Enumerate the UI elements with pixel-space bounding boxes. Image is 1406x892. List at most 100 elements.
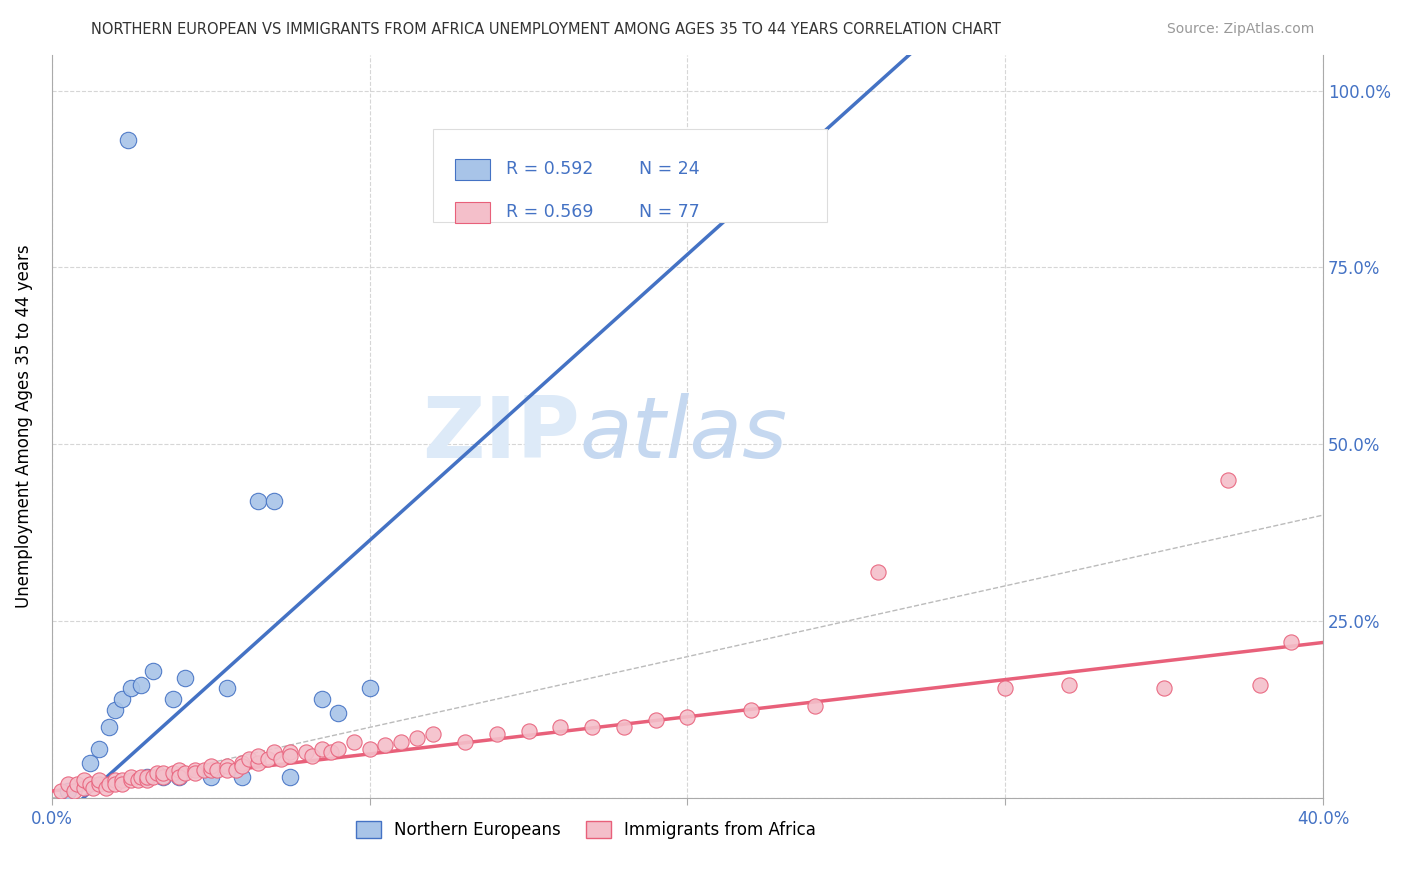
Point [167, 770, 190, 784]
Point [200, 770, 222, 784]
Point [1216, 473, 1239, 487]
Point [517, 723, 540, 738]
Point [104, 773, 127, 788]
Point [326, 741, 349, 756]
Text: NORTHERN EUROPEAN VS IMMIGRANTS FROM AFRICA UNEMPLOYMENT AMONG AGES 35 TO 44 YEA: NORTHERN EUROPEAN VS IMMIGRANTS FROM AFR… [91, 22, 1001, 37]
Text: N = 77: N = 77 [640, 203, 700, 221]
Point [215, 681, 238, 696]
Point [301, 748, 323, 763]
Point [803, 699, 825, 714]
Point [111, 773, 134, 788]
Point [56, 784, 79, 798]
Point [231, 759, 253, 773]
Point [82, 780, 104, 795]
Point [215, 763, 238, 777]
Point [97, 777, 120, 791]
Point [152, 770, 174, 784]
Point [184, 766, 207, 780]
Text: Source: ZipAtlas.com: Source: ZipAtlas.com [1167, 22, 1315, 37]
Point [145, 766, 167, 780]
Point [174, 671, 197, 685]
Point [79, 777, 101, 791]
Point [374, 738, 396, 752]
Point [89, 741, 111, 756]
Point [278, 748, 301, 763]
Point [740, 703, 762, 717]
Point [278, 745, 301, 759]
Point [104, 777, 127, 791]
Point [152, 766, 174, 780]
Point [270, 752, 292, 766]
Point [389, 734, 412, 748]
Point [485, 727, 508, 741]
Point [311, 741, 333, 756]
Point [136, 770, 159, 784]
Text: atlas: atlas [579, 392, 787, 475]
Point [200, 759, 222, 773]
Point [359, 741, 381, 756]
Point [72, 780, 94, 795]
Point [422, 727, 444, 741]
Point [263, 745, 285, 759]
Point [129, 678, 152, 692]
Point [215, 759, 238, 773]
Point [868, 565, 890, 579]
Point [200, 763, 222, 777]
Point [247, 748, 270, 763]
Point [581, 720, 603, 734]
Point [66, 777, 89, 791]
Point [162, 766, 184, 780]
Text: N = 24: N = 24 [640, 161, 700, 178]
Point [129, 770, 152, 784]
Point [257, 752, 280, 766]
Point [136, 770, 159, 784]
Point [225, 763, 247, 777]
Text: ZIP: ZIP [422, 392, 579, 475]
Point [193, 763, 215, 777]
Point [1153, 681, 1175, 696]
Point [1057, 678, 1080, 692]
Y-axis label: Unemployment Among Ages 35 to 44 years: Unemployment Among Ages 35 to 44 years [15, 244, 32, 608]
Point [550, 720, 572, 734]
Point [174, 766, 197, 780]
Point [247, 494, 270, 508]
Point [104, 703, 127, 717]
Point [326, 706, 349, 721]
Point [278, 770, 301, 784]
Point [56, 777, 79, 791]
Point [167, 770, 190, 784]
Point [454, 734, 477, 748]
Point [97, 720, 120, 734]
Point [72, 773, 94, 788]
Point [295, 745, 318, 759]
Point [238, 752, 260, 766]
Point [51, 784, 73, 798]
Point [94, 780, 117, 795]
Point [247, 756, 270, 770]
Point [321, 745, 343, 759]
Bar [454, 159, 491, 180]
Point [63, 784, 86, 798]
Bar [454, 202, 491, 223]
Point [142, 770, 165, 784]
Point [89, 773, 111, 788]
Point [644, 714, 666, 728]
Point [127, 773, 149, 788]
Point [162, 692, 184, 706]
Text: R = 0.592: R = 0.592 [506, 161, 593, 178]
Point [343, 734, 366, 748]
Point [311, 692, 333, 706]
FancyBboxPatch shape [433, 129, 827, 222]
Point [120, 770, 142, 784]
Point [111, 692, 134, 706]
Point [136, 773, 159, 788]
Point [152, 770, 174, 784]
Point [359, 681, 381, 696]
Point [263, 494, 285, 508]
Point [406, 731, 429, 745]
Point [231, 756, 253, 770]
Point [79, 756, 101, 770]
Point [184, 763, 207, 777]
Point [89, 777, 111, 791]
Point [117, 133, 139, 147]
